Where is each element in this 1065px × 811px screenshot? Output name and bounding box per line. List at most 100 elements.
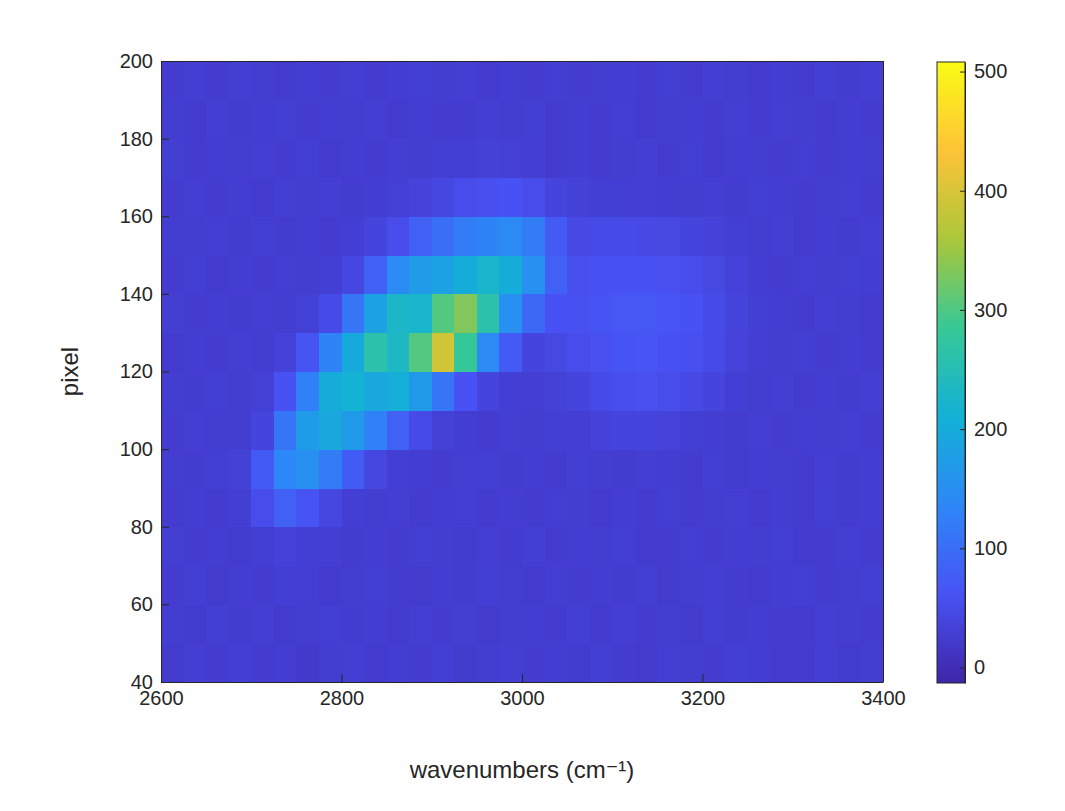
heatmap-cell <box>635 449 658 488</box>
heatmap-cell <box>815 604 838 643</box>
heatmap-cell <box>206 604 229 643</box>
heatmap-cell <box>432 216 455 255</box>
heatmap-cell <box>635 527 658 566</box>
heatmap-cell <box>567 488 590 527</box>
heatmap-cell <box>612 566 635 605</box>
heatmap-cell <box>590 372 613 411</box>
tick-mark <box>161 372 169 373</box>
heatmap-cell <box>838 61 861 100</box>
heatmap-cell <box>748 333 771 372</box>
heatmap-cell <box>680 372 703 411</box>
heatmap-cell <box>657 488 680 527</box>
heatmap-cell <box>793 604 816 643</box>
tick-label: 180 <box>120 128 153 150</box>
heatmap-cell <box>387 372 410 411</box>
heatmap-cell <box>545 372 568 411</box>
tick: 60 <box>131 593 169 615</box>
heatmap-cell <box>748 643 771 682</box>
heatmap-cell <box>793 100 816 139</box>
heatmap-cell <box>477 643 500 682</box>
heatmap-cell <box>770 449 793 488</box>
heatmap-cell <box>432 61 455 100</box>
heatmap-cell <box>860 100 883 139</box>
heatmap-cell <box>161 139 184 178</box>
heatmap-cell <box>612 527 635 566</box>
heatmap-cell <box>793 333 816 372</box>
heatmap-cell <box>432 527 455 566</box>
heatmap-cell <box>454 372 477 411</box>
heatmap-cell <box>725 566 748 605</box>
heatmap-cell <box>364 372 387 411</box>
heatmap-cell <box>364 527 387 566</box>
heatmap-cell <box>206 643 229 682</box>
tick: 40 <box>131 671 169 693</box>
heatmap-cell <box>590 643 613 682</box>
heatmap-cell <box>161 410 184 449</box>
heatmap-cell <box>342 449 365 488</box>
heatmap-cell <box>206 566 229 605</box>
heatmap-cell <box>274 139 297 178</box>
heatmap-cell <box>184 372 207 411</box>
heatmap-cell <box>342 333 365 372</box>
heatmap-cell <box>590 294 613 333</box>
heatmap-cell <box>612 294 635 333</box>
tick-mark <box>161 527 169 528</box>
heatmap-cell <box>725 100 748 139</box>
tick-mark <box>342 674 343 682</box>
heatmap-cell <box>251 61 274 100</box>
heatmap-cell <box>274 488 297 527</box>
heatmap-cell <box>815 372 838 411</box>
heatmap-cell <box>703 139 726 178</box>
heatmap-cell <box>793 372 816 411</box>
heatmap-cell <box>229 372 252 411</box>
heatmap-cell <box>364 139 387 178</box>
tick-label: 160 <box>120 205 153 227</box>
tick-label: 400 <box>974 180 1007 202</box>
tick-label: 80 <box>131 516 153 538</box>
heatmap-cell <box>251 449 274 488</box>
heatmap-cell <box>161 643 184 682</box>
heatmap-cell <box>296 294 319 333</box>
heatmap-cell <box>454 61 477 100</box>
heatmap-cell <box>296 333 319 372</box>
tick: 3200 <box>681 674 726 709</box>
heatmap-cell <box>680 177 703 216</box>
heatmap-cell <box>748 216 771 255</box>
heatmap-cell <box>545 604 568 643</box>
heatmap-cell <box>770 604 793 643</box>
heatmap-cell <box>319 216 342 255</box>
heatmap-cell <box>860 566 883 605</box>
heatmap-cell <box>680 527 703 566</box>
heatmap-cell <box>251 294 274 333</box>
heatmap-cell <box>454 527 477 566</box>
heatmap-cell <box>860 333 883 372</box>
heatmap-cell <box>545 527 568 566</box>
heatmap-cell <box>409 333 432 372</box>
heatmap-cell <box>477 61 500 100</box>
heatmap-cell <box>703 255 726 294</box>
heatmap-cell <box>432 139 455 178</box>
heatmap-cell <box>319 294 342 333</box>
heatmap-cell <box>477 604 500 643</box>
heatmap-cell <box>454 449 477 488</box>
heatmap-cell <box>770 100 793 139</box>
tick-mark <box>161 682 169 683</box>
heatmap-cell <box>748 61 771 100</box>
heatmap-cell <box>815 643 838 682</box>
heatmap-cell <box>454 643 477 682</box>
heatmap-cell <box>567 177 590 216</box>
heatmap-cell <box>409 216 432 255</box>
heatmap-cell <box>387 643 410 682</box>
heatmap-cell <box>319 100 342 139</box>
heatmap-cell <box>838 566 861 605</box>
heatmap-cell <box>567 61 590 100</box>
heatmap-cell <box>725 177 748 216</box>
heatmap-cell <box>206 333 229 372</box>
heatmap-cell <box>590 410 613 449</box>
heatmap-cell <box>770 61 793 100</box>
heatmap-cell <box>838 333 861 372</box>
heatmap-cell <box>296 61 319 100</box>
heatmap-cell <box>838 449 861 488</box>
heatmap-cell <box>251 372 274 411</box>
heatmap-cell <box>793 643 816 682</box>
